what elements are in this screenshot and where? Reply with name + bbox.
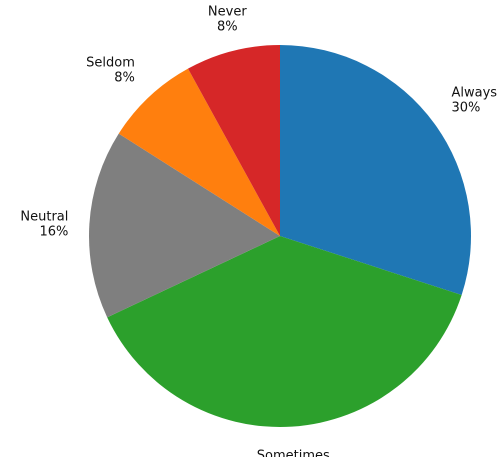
slice-label-sometimes: Sometimes: [257, 449, 330, 457]
pie-slice-neutral: [89, 133, 280, 318]
pie-slices: [89, 45, 471, 427]
slice-percent-never: 8%: [217, 20, 238, 35]
slice-label-neutral: Neutral: [20, 210, 68, 225]
slice-label-never: Never: [208, 5, 247, 20]
pie-slice-sometimes: [107, 236, 462, 427]
pie-slice-always: [280, 45, 471, 296]
slice-percent-neutral: 16%: [39, 225, 68, 240]
pie-slice-never: [187, 45, 280, 236]
pie-slice-seldom: [118, 68, 280, 236]
slice-percent-seldom: 8%: [114, 71, 135, 86]
slice-label-seldom: Seldom: [86, 56, 135, 71]
slice-percent-always: 30%: [452, 100, 481, 115]
slice-label-always: Always: [452, 85, 497, 100]
pie-labels: Always30%Sometimes38%Neutral16%Seldom8%N…: [20, 5, 497, 457]
